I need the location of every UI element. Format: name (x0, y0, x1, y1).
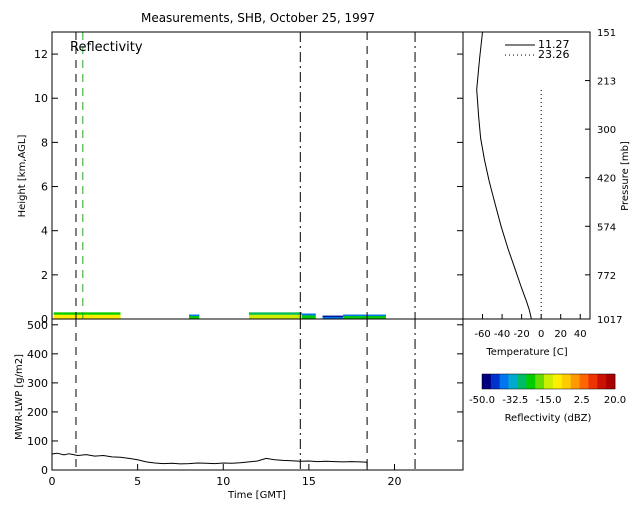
reflectivity-title: Reflectivity (70, 40, 143, 55)
x-tick-label: 10 (216, 475, 230, 488)
x-tick-label: 15 (302, 475, 316, 488)
sounding-panel: -60 -40 -20 0 20 40 151 213 300 420 574 772 1017 11… (462, 28, 631, 358)
reflectivity-echo (322, 315, 344, 319)
x-tick-label: -20 (513, 329, 529, 340)
reflectivity-y-label: Height [km,AGL] (17, 135, 28, 218)
x-tick-label: -60 (474, 329, 490, 340)
sounding-frame (462, 31, 591, 320)
colorbar-cell (499, 374, 509, 389)
sounding-series-line (476, 31, 532, 320)
colorbar-cell (526, 374, 536, 389)
y-tick-label: 0 (41, 464, 48, 477)
lwp-y-ticks: 0 100 200 300 400 500 (27, 319, 463, 477)
pressure-tick-label: 213 (597, 77, 616, 88)
colorbar-frame (481, 373, 616, 390)
reflectivity-echo-top (189, 314, 200, 317)
colorbar-cell (561, 374, 571, 389)
colorbar-cell (482, 374, 492, 389)
y-tick-label: 500 (27, 319, 48, 332)
y-tick-label: 400 (27, 348, 48, 361)
colorbar-cell (606, 374, 616, 389)
reflectivity-echo (53, 312, 121, 319)
reflectivity-echo-top (343, 314, 386, 317)
colorbar-tick-label: -50.0 (469, 395, 495, 406)
colorbar: -50.0 -32.5 -15.0 2.5 20.0 Reflectivity (dBZ… (469, 373, 626, 424)
y-tick-label: 6 (41, 181, 48, 194)
colorbar-label: Reflectivity (dBZ) (505, 413, 592, 424)
reflectivity-echo-top (53, 312, 121, 315)
sounding-lines (476, 31, 542, 320)
x-tick-label: 20 (554, 329, 567, 340)
legend-label-solid: 11.27 (538, 38, 570, 51)
reflectivity-time-markers (75, 32, 416, 319)
pressure-tick-label: 300 (597, 125, 616, 136)
sounding-x-ticks: -60 -40 -20 0 20 40 (474, 314, 587, 340)
pressure-tick-label: 574 (597, 222, 616, 233)
lwp-frame (51, 318, 464, 471)
lwp-panel: 0 100 200 300 400 500 0 5 10 15 20 Time [GMT] MWR… (14, 318, 464, 501)
lwp-y-label: MWR-LWP [g/m2] (14, 354, 25, 440)
colorbar-tick-label: 2.5 (574, 395, 590, 406)
colorbar-cell (535, 374, 545, 389)
y-tick-label: 300 (27, 377, 48, 390)
reflectivity-echoes (53, 312, 386, 319)
y-tick-label: 4 (41, 225, 48, 238)
x-tick-label: 0 (538, 329, 544, 340)
colorbar-cell (508, 374, 518, 389)
y-tick-label: 8 (41, 136, 48, 149)
y-tick-label: 200 (27, 406, 48, 419)
reflectivity-echo (189, 314, 200, 319)
y-tick-label: 100 (27, 435, 48, 448)
x-tick-label: 0 (49, 475, 56, 488)
x-tick-label: 40 (574, 329, 587, 340)
lwp-x-label: Time [GMT] (227, 490, 286, 501)
reflectivity-echo (343, 314, 386, 319)
colorbar-tick-label: -32.5 (502, 395, 528, 406)
pressure-tick-label: 1017 (597, 315, 622, 326)
colorbar-cell (490, 374, 501, 389)
reflectivity-y-ticks: 0 2 4 6 8 10 12 (34, 48, 463, 326)
colorbar-tick-label: -15.0 (536, 395, 562, 406)
pressure-tick-label: 151 (597, 28, 616, 39)
lwp-time-markers (75, 319, 416, 470)
lwp-x-ticks: 0 5 10 15 20 (49, 464, 402, 488)
y-tick-label: 0 (41, 313, 48, 326)
reflectivity-echo-top (322, 315, 344, 317)
colorbar-cell (517, 374, 527, 389)
x-tick-label: 20 (388, 475, 402, 488)
sounding-pressure-ticks: 151 213 300 420 574 772 1017 (585, 28, 622, 326)
colorbar-cell (552, 374, 563, 389)
reflectivity-echo (302, 313, 316, 319)
sounding-y-label: Pressure [mb] (620, 141, 631, 211)
y-tick-label: 10 (34, 92, 48, 105)
figure-title: Measurements, SHB, October 25, 1997 (141, 11, 375, 25)
colorbar-cell (544, 374, 554, 389)
colorbar-cells (482, 374, 616, 389)
reflectivity-echo (248, 312, 303, 319)
colorbar-cell (570, 374, 580, 389)
legend-label-dotted: 23.26 (538, 48, 570, 61)
reflectivity-echo-top (248, 312, 303, 315)
reflectivity-echo-top (302, 313, 316, 316)
colorbar-cell (588, 374, 598, 389)
reflectivity-panel: 0 2 4 6 8 10 12 Reflectivity Height [km,AGL] (17, 31, 464, 326)
y-tick-label: 12 (34, 48, 48, 61)
pressure-tick-label: 772 (597, 271, 616, 282)
sounding-x-label: Temperature [C] (485, 347, 567, 358)
colorbar-ticks: -50.0 -32.5 -15.0 2.5 20.0 (469, 395, 626, 406)
colorbar-tick-label: 20.0 (604, 395, 626, 406)
y-tick-label: 2 (41, 269, 48, 282)
reflectivity-frame (51, 31, 464, 320)
lwp-series-line (51, 452, 368, 470)
x-tick-label: -40 (494, 329, 510, 340)
colorbar-cell (597, 374, 607, 389)
pressure-tick-label: 420 (597, 174, 616, 185)
colorbar-cell (579, 374, 589, 389)
x-tick-label: 5 (134, 475, 141, 488)
sounding-legend: 11.27 23.26 (505, 38, 570, 61)
